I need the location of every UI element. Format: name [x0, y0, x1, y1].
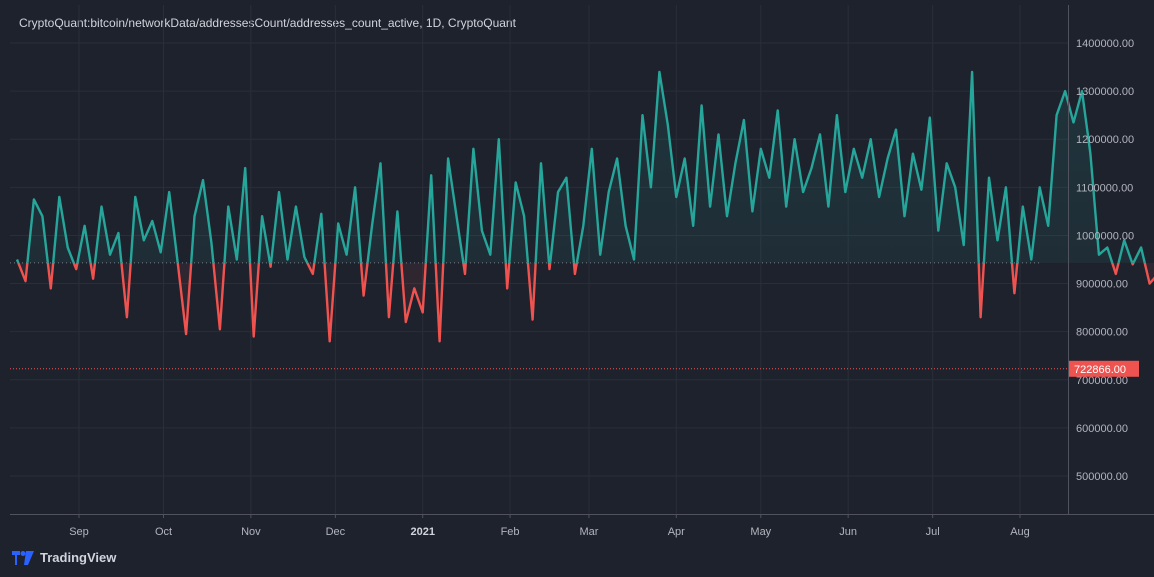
y-tick-label: 1300000.00 [1076, 86, 1134, 98]
y-tick-label: 1400000.00 [1076, 38, 1134, 50]
tradingview-branding[interactable]: TradingView [12, 550, 116, 565]
axes [10, 5, 1154, 518]
x-tick-label: Aug [1010, 526, 1030, 538]
y-tick-label: 700000.00 [1076, 375, 1128, 387]
x-tick-label: May [750, 526, 771, 538]
x-tick-label: Sep [69, 526, 89, 538]
y-tick-label: 800000.00 [1076, 327, 1128, 339]
series-lines [15, 70, 1154, 343]
y-tick-label: 900000.00 [1076, 279, 1128, 291]
x-tick-label: 2021 [410, 526, 434, 538]
chart-title: CryptoQuant:bitcoin/networkData/addresse… [19, 16, 516, 30]
y-tick-label: 1100000.00 [1076, 182, 1133, 194]
last-value-tag: 722866.00 [10, 360, 1139, 377]
x-tick-label: Feb [501, 526, 520, 538]
brand-name: TradingView [40, 550, 117, 565]
x-tick-label: Mar [579, 526, 598, 538]
y-tick-label: 600000.00 [1076, 423, 1128, 435]
x-tick-label: Dec [326, 526, 346, 538]
area-fills [10, 71, 1154, 342]
x-tick-label: Apr [668, 526, 685, 538]
tick-labels: 1400000.00 1300000.00 1200000.00 1100000.00… [69, 38, 1134, 538]
y-tick-label: 500000.00 [1076, 471, 1128, 483]
last-value-label: 722866.00 [1074, 364, 1126, 376]
area-fill-above [17, 71, 1145, 263]
series-line-above [15, 70, 1146, 263]
x-tick-label: Jun [839, 526, 857, 538]
y-tick-label: 1000000.00 [1076, 230, 1134, 242]
last-value-box [1069, 360, 1139, 377]
y-tick-label: 1200000.00 [1076, 134, 1134, 146]
x-tick-label: Nov [241, 526, 261, 538]
x-tick-label: Jul [926, 526, 940, 538]
x-tick-label: Oct [155, 526, 172, 538]
tradingview-logo-icon [12, 550, 34, 565]
